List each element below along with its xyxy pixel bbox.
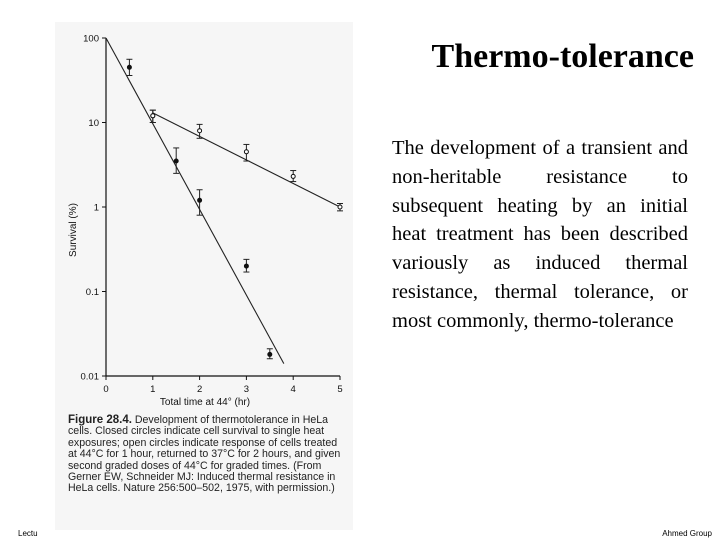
closed-circle-point: [173, 158, 179, 164]
x-tick-label: 3: [244, 384, 249, 395]
x-tick-label: 0: [103, 384, 108, 395]
data-points: [126, 58, 343, 360]
y-tick-label: 0.01: [81, 372, 100, 383]
footer-left-text: Lectu: [18, 529, 38, 538]
x-tick-label: 1: [150, 384, 155, 395]
closed-circle-point: [126, 64, 132, 70]
y-axis-title: Survival (%): [68, 203, 79, 257]
y-tick-label: 100: [83, 34, 99, 45]
figure-label: Figure 28.4.: [68, 414, 132, 426]
y-tick-label: 1: [94, 203, 99, 214]
x-tick-label: 5: [337, 384, 342, 395]
x-tick-label: 2: [197, 384, 202, 395]
figure-caption: Figure 28.4. Development of thermotolera…: [68, 414, 348, 495]
y-tick-label: 0.1: [86, 287, 99, 298]
figure-scan-background: [55, 22, 353, 530]
open-circle-point: [337, 204, 343, 210]
closed-circle-point: [267, 351, 273, 357]
closed-circle-point: [197, 197, 203, 203]
y-tick-label: 10: [88, 118, 99, 129]
slide-body-text: The development of a transient and non-h…: [392, 137, 688, 332]
chart-axes: 100 10 1 0.1 0.010 1 2 3 4 5: [81, 34, 343, 396]
x-axis-title: Total time at 44° (hr): [160, 397, 250, 408]
fit-lines: [105, 37, 341, 364]
slide-title: Thermo-tolerance: [431, 38, 694, 75]
footer-credit: Ahmed Group: [662, 529, 712, 538]
open-circle-point: [243, 149, 249, 155]
caption-text: Development of thermotolerance in HeLa c…: [68, 414, 341, 495]
x-tick-label: 4: [291, 384, 296, 395]
open-circle-point: [197, 128, 203, 134]
open-circle-point: [290, 173, 296, 179]
closed-circle-point: [243, 263, 249, 269]
open-circle-point: [150, 113, 156, 119]
closed-circles-fit-line: [105, 37, 285, 364]
